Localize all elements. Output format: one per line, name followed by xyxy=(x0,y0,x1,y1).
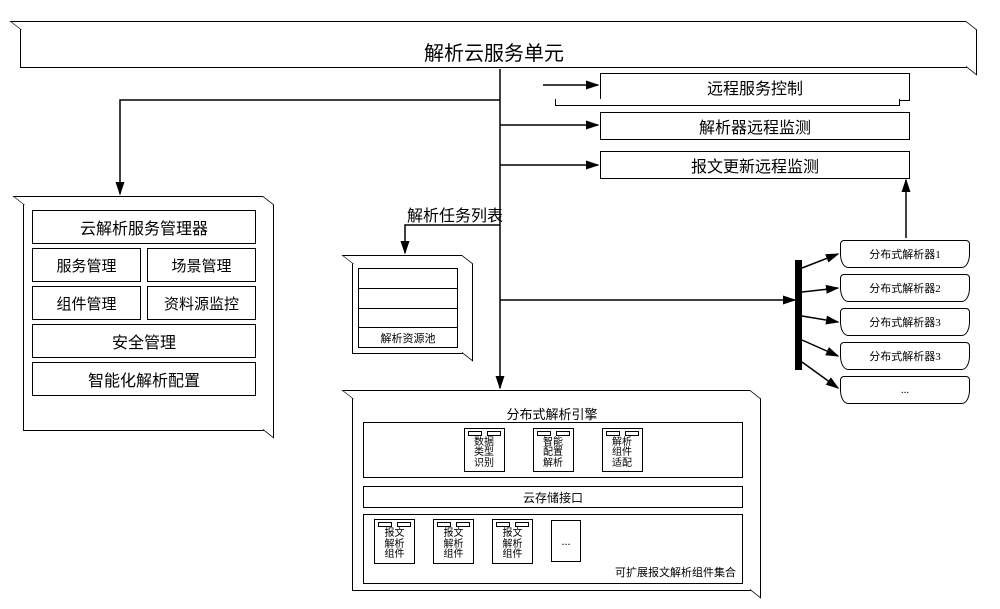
engine-midbar: 云存储接口 xyxy=(363,486,743,508)
engine-item-2: 智能 配置 解析 xyxy=(533,428,574,473)
parser-2: 分布式解析器2 xyxy=(840,274,970,302)
manager-title: 云解析服务管理器 xyxy=(32,210,256,244)
remote-svc-peek xyxy=(555,99,900,106)
engine-top-row: 数据 类型 识别 智能 配置 解析 解析 组件 适配 xyxy=(363,422,743,478)
engine-b2: 报文 解析 组件 xyxy=(433,519,474,564)
parser-1: 分布式解析器1 xyxy=(840,240,970,268)
msg-monitor-label: 报文更新远程监测 xyxy=(691,153,819,177)
parser-monitor-box: 解析器远程监测 xyxy=(600,112,910,140)
task-list-label: 解析任务列表 xyxy=(407,202,503,226)
remote-svc-box: 远程服务控制 xyxy=(600,73,910,101)
engine-b3: 报文 解析 组件 xyxy=(492,519,533,564)
engine: 分布式解析引擎 数据 类型 识别 智能 配置 解析 解析 组件 适配 云存储接口… xyxy=(352,397,752,591)
mgr-r2c1: 组件管理 xyxy=(32,286,141,320)
parser-more: ... xyxy=(840,376,970,404)
engine-bottom-row: 报文 解析 组件 报文 解析 组件 报文 解析 组件 ... 可扩展报文解析组件… xyxy=(363,514,743,584)
mgr-row3: 安全管理 xyxy=(32,324,256,358)
manager: 云解析服务管理器 服务管理 场景管理 组件管理 资料源监控 安全管理 智能化解析… xyxy=(23,203,265,431)
resource-pool: 解析资源池 xyxy=(352,262,464,354)
parser-monitor-label: 解析器远程监测 xyxy=(699,114,811,138)
top-unit-label: 解析云服务单元 xyxy=(21,37,967,66)
mgr-r2c2: 资料源监控 xyxy=(147,286,256,320)
remote-svc-label: 远程服务控制 xyxy=(707,75,803,99)
engine-item-3: 解析 组件 适配 xyxy=(602,428,643,473)
msg-monitor-box: 报文更新远程监测 xyxy=(600,151,910,179)
engine-bottom-title: 可扩展报文解析组件集合 xyxy=(615,564,736,580)
mgr-row4: 智能化解析配置 xyxy=(32,362,256,396)
pool-label: 解析资源池 xyxy=(358,328,458,348)
top-unit: 解析云服务单元 xyxy=(20,28,968,68)
mgr-r1c2: 场景管理 xyxy=(147,248,256,282)
engine-b1: 报文 解析 组件 xyxy=(374,519,415,564)
engine-item-1: 数据 类型 识别 xyxy=(464,428,505,473)
engine-b-more: ... xyxy=(551,520,581,562)
parser-3: 分布式解析器3 xyxy=(840,308,970,336)
engine-title: 分布式解析引擎 xyxy=(353,404,751,423)
parser-4: 分布式解析器3 xyxy=(840,342,970,370)
mgr-r1c1: 服务管理 xyxy=(32,248,141,282)
